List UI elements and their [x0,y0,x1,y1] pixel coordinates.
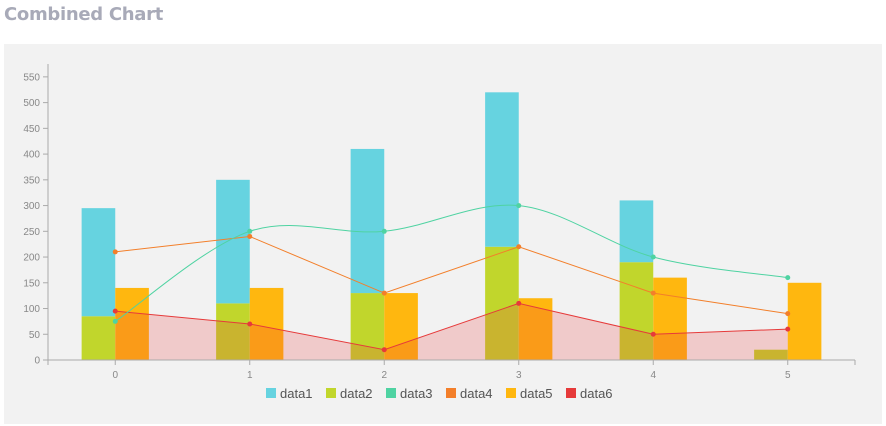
legend-label-data3: data3 [400,386,433,401]
bar-data1-1 [216,179,250,304]
point-data6-3 [516,300,522,306]
bar-data2-5 [754,349,788,360]
point-data6-0 [112,308,118,314]
legend-swatch-data5 [506,388,516,398]
point-data4-3 [516,244,522,250]
y-tick-label: 250 [23,227,40,238]
y-tick-label: 350 [23,175,40,186]
chart-panel: 0 50 100 150 200 250 300 350 400 450 500 550 0 1 2 3 4 5 … [4,44,882,424]
areas-layer [115,303,788,360]
legend-label-data4: data4 [460,386,493,401]
x-tick-label: 0 [112,370,118,381]
bar-data2-1 [216,303,250,360]
bar-data1-3 [485,92,519,247]
point-data4-2 [381,290,387,296]
y-tick-label: 0 [34,356,40,367]
y-tick-label: 300 [23,201,40,212]
bar-data2-3 [485,246,519,360]
x-tick-label: 3 [516,370,522,381]
x-tick-label: 5 [785,370,791,381]
point-data6-2 [381,347,387,353]
bars-layer [81,92,822,360]
lines-layer [114,204,788,351]
line-data6 [115,302,788,351]
bar-data5-5 [787,282,822,360]
area-data6 [115,303,788,360]
legend-label-data2: data2 [340,386,373,401]
y-tick-label: 50 [29,330,41,341]
bar-data2-4 [619,262,654,360]
bar-data2-0 [81,316,116,360]
y-tick-label: 450 [23,124,40,135]
point-data3-0 [112,318,118,324]
point-data6-1 [247,321,253,327]
x-tick-label: 2 [381,370,387,381]
point-data6-4 [650,331,656,337]
point-data3-1 [247,228,253,234]
legend: data1 data2 data3 data4 data5 data6 [266,386,613,401]
legend-swatch-data2 [326,388,336,398]
bar-data5-1 [249,287,284,360]
point-data3-4 [650,254,656,260]
line-data4 [115,235,788,315]
legend-swatch-data3 [386,388,396,398]
point-data6-5 [785,326,791,332]
bar-data5-2 [384,293,418,360]
bar-data1-0 [81,208,116,317]
point-data3-3 [516,203,522,209]
bar-data5-4 [653,277,687,360]
points-layer [112,203,791,353]
legend-swatch-data4 [446,388,456,398]
line-data3 [114,204,788,322]
y-tick-label: 150 [23,278,40,289]
y-tick-label: 400 [23,150,40,161]
legend-label-data1: data1 [280,386,313,401]
point-data3-2 [381,228,387,234]
legend-swatch-data6 [566,388,576,398]
point-data4-4 [650,290,656,296]
page-title: Combined Chart [4,4,164,25]
point-data4-0 [112,249,118,255]
y-tick-label: 500 [23,98,40,109]
y-tick-label: 100 [23,304,40,315]
y-tick-label: 550 [23,72,40,83]
legend-label-data6: data6 [580,386,613,401]
point-data4-5 [785,311,791,317]
y-tick-label: 200 [23,253,40,264]
axes-layer: 0 50 100 150 200 250 300 350 400 450 500 550 0 1 2 3 4 5 [23,64,856,381]
legend-swatch-data1 [266,388,276,398]
bar-data1-4 [619,200,654,263]
bar-data1-2 [350,148,385,294]
point-data3-5 [785,275,791,281]
x-tick-label: 1 [247,370,253,381]
x-tick-label: 4 [650,370,656,381]
legend-label-data5: data5 [520,386,553,401]
bar-data5-3 [518,298,553,360]
point-data4-1 [247,233,253,239]
